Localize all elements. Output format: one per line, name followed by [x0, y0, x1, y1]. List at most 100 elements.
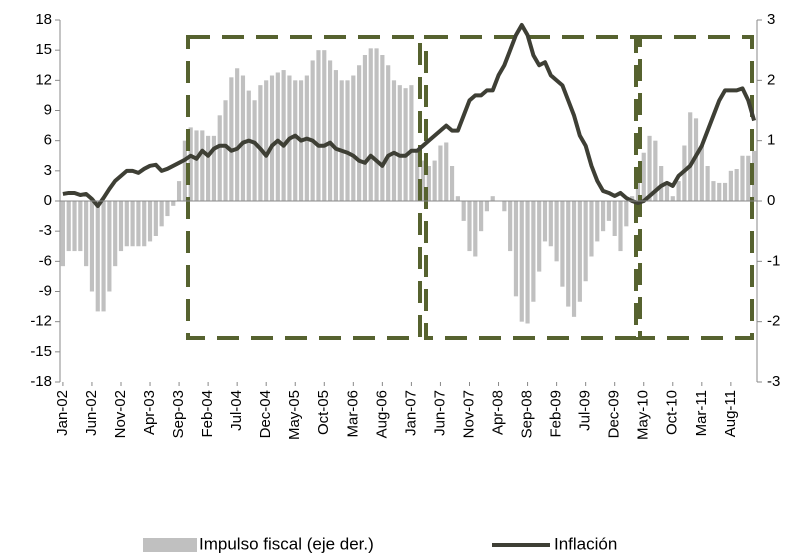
- bar: [89, 201, 95, 292]
- x-tick-label: Jun-07: [431, 390, 448, 436]
- x-tick-label: Jul-09: [577, 390, 594, 431]
- bar: [165, 201, 170, 217]
- bar: [357, 65, 362, 201]
- y-tick-label: -15: [30, 343, 52, 360]
- bar: [734, 169, 739, 201]
- bar: [577, 201, 582, 302]
- bar: [600, 201, 606, 232]
- bar: [200, 130, 205, 201]
- bar: [293, 80, 298, 201]
- bar: [571, 201, 577, 317]
- bar: [461, 201, 466, 221]
- bar: [368, 48, 373, 202]
- legend-swatch: [143, 538, 197, 552]
- highlight-box: [424, 35, 638, 340]
- bar: [339, 80, 344, 201]
- x-tick-label: Jul-04: [228, 390, 245, 431]
- y-tick-label: -12: [30, 313, 52, 330]
- x-tick-label: Aug-06: [373, 390, 390, 438]
- x-tick-label: Dec-09: [606, 390, 623, 438]
- bar: [473, 201, 478, 257]
- bar: [479, 201, 484, 232]
- bar: [641, 152, 646, 201]
- bar: [275, 72, 280, 202]
- bar: [362, 54, 368, 201]
- bar: [537, 201, 542, 272]
- x-tick-label: Jan-07: [402, 390, 419, 436]
- bar: [624, 201, 629, 227]
- bar: [84, 201, 89, 267]
- bar: [176, 181, 182, 201]
- y-tick-label: 6: [44, 132, 52, 149]
- bar: [426, 166, 431, 201]
- bar: [583, 201, 588, 282]
- x-tick-label: May-05: [286, 390, 303, 440]
- y-tick-label: 12: [35, 71, 52, 88]
- bar: [554, 201, 559, 262]
- bar: [252, 100, 257, 201]
- bar: [78, 201, 83, 252]
- bar: [72, 201, 77, 252]
- y2-tick-label: 1: [767, 132, 775, 149]
- bar: [728, 170, 733, 201]
- bar: [171, 201, 176, 206]
- x-tick-label: Oct-10: [664, 390, 681, 435]
- bar: [746, 155, 751, 201]
- x-tick-label: Feb-04: [199, 390, 216, 438]
- bar: [618, 201, 623, 252]
- y2-tick-label: 0: [767, 192, 775, 209]
- bar: [258, 85, 263, 201]
- bar: [531, 201, 536, 302]
- bar: [374, 48, 379, 202]
- bar: [66, 201, 71, 252]
- bar: [722, 182, 728, 201]
- bar: [333, 70, 338, 202]
- bar: [217, 115, 222, 201]
- bar: [635, 181, 641, 201]
- bar: [688, 112, 693, 201]
- y2-tick-label: -2: [767, 313, 780, 330]
- bar: [136, 201, 141, 247]
- bar: [223, 100, 228, 201]
- bar: [229, 77, 234, 201]
- y-tick-label: 18: [35, 11, 52, 28]
- bar: [566, 201, 571, 307]
- bar: [595, 201, 600, 242]
- bar: [525, 201, 530, 324]
- bar: [502, 201, 507, 212]
- bar: [711, 181, 716, 201]
- bar: [664, 185, 670, 201]
- bar: [269, 75, 275, 201]
- bar: [118, 201, 124, 252]
- bar: [182, 140, 187, 201]
- y-tick-label: 3: [44, 162, 52, 179]
- line: [62, 23, 757, 209]
- bar: [409, 85, 414, 201]
- bar: [403, 88, 408, 201]
- bar: [752, 150, 757, 201]
- bar: [415, 150, 420, 201]
- bar: [484, 201, 490, 212]
- bar: [211, 135, 217, 201]
- bar: [455, 196, 460, 201]
- bar: [240, 75, 246, 201]
- bar: [327, 60, 333, 201]
- bar: [420, 160, 426, 201]
- bar: [194, 130, 199, 201]
- bar: [60, 201, 65, 267]
- y-tick-label: 9: [44, 101, 52, 118]
- bar: [397, 85, 402, 201]
- highlight-box: [638, 35, 754, 340]
- bar: [438, 145, 443, 201]
- bar: [206, 135, 211, 201]
- bar: [612, 201, 617, 236]
- bar: [101, 201, 106, 312]
- x-tick-label: Jan-02: [54, 390, 71, 436]
- bar: [548, 201, 553, 247]
- x-tick-label: Apr-03: [141, 390, 158, 435]
- bar: [142, 201, 147, 247]
- bar: [432, 160, 437, 201]
- x-tick-label: Mar-11: [693, 390, 710, 436]
- bar: [653, 140, 658, 201]
- y-tick-label: 0: [44, 192, 52, 209]
